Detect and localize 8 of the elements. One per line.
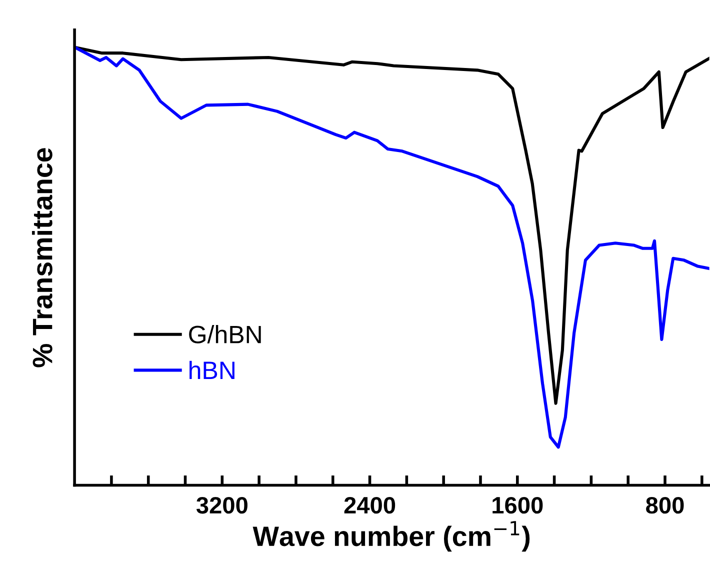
legend-label: G/hBN: [189, 325, 261, 344]
x-tick-label: 2400: [344, 496, 396, 514]
x-tick-label: 3200: [196, 496, 248, 514]
x-axis-title: Wave number (cm$^{−1}$): [252, 521, 530, 552]
x-tick-label: 1600: [492, 496, 543, 514]
legend-label: hBN: [190, 360, 234, 379]
x-tick-label: 800: [646, 496, 684, 514]
y-axis-title: % Transmittance: [32, 148, 52, 368]
